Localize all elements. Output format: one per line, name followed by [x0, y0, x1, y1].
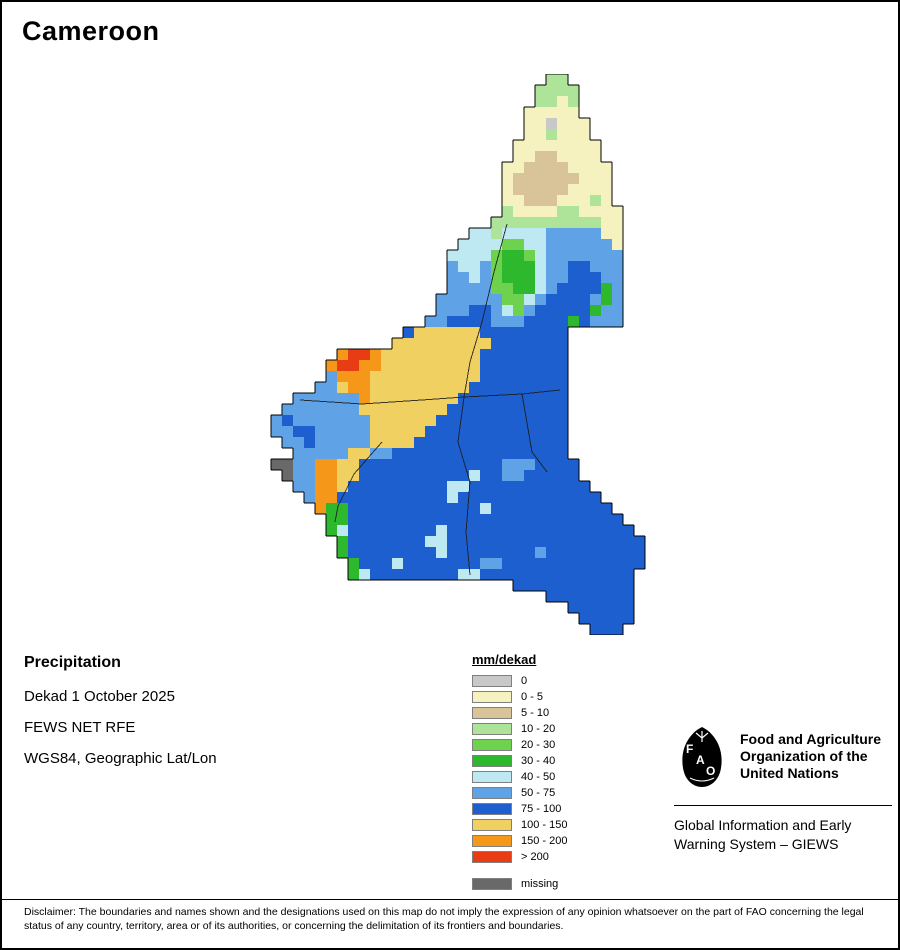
fao-org-name: Food and Agriculture Organization of the…: [740, 731, 882, 781]
legend-swatch: [472, 787, 512, 799]
legend-label: 30 - 40: [521, 755, 556, 767]
legend-label: 20 - 30: [521, 739, 556, 751]
legend-item: 0: [472, 673, 567, 689]
legend-label: 75 - 100: [521, 803, 562, 815]
legend-label: 100 - 150: [521, 819, 568, 831]
projection-label: WGS84, Geographic Lat/Lon: [24, 750, 217, 767]
legend: mm/dekad 0 0 - 5 5 - 10 10 - 20 20 - 30 30 - …: [472, 652, 567, 892]
svg-text:F: F: [686, 742, 693, 756]
legend-item: 75 - 100: [472, 801, 567, 817]
legend-item: 5 - 10: [472, 705, 567, 721]
legend-swatch: [472, 819, 512, 831]
legend-swatch: [472, 835, 512, 847]
legend-missing: missing: [472, 876, 567, 892]
precipitation-map: [270, 74, 646, 635]
legend-label: 10 - 20: [521, 723, 556, 735]
legend-swatch: [472, 755, 512, 767]
legend-item: 100 - 150: [472, 817, 567, 833]
legend-item: 20 - 30: [472, 737, 567, 753]
giews-label: Global Information and Early Warning Sys…: [674, 817, 852, 852]
legend-title: mm/dekad: [472, 652, 537, 667]
legend-item: 30 - 40: [472, 753, 567, 769]
legend-items: 0 0 - 5 5 - 10 10 - 20 20 - 30 30 - 40 40 - 50…: [472, 673, 567, 865]
dekad-label: Dekad 1 October 2025: [24, 688, 175, 705]
legend-item: 10 - 20: [472, 721, 567, 737]
disclaimer: Disclaimer: The boundaries and names sho…: [24, 906, 864, 932]
legend-swatch: [472, 803, 512, 815]
legend-swatch: [472, 771, 512, 783]
legend-swatch: [472, 878, 512, 890]
legend-label: 50 - 75: [521, 787, 556, 799]
source-label: FEWS NET RFE: [24, 719, 136, 736]
legend-item: 0 - 5: [472, 689, 567, 705]
legend-swatch: [472, 739, 512, 751]
legend-label: 0 - 5: [521, 691, 544, 703]
legend-swatch: [472, 691, 512, 703]
legend-swatch: [472, 851, 512, 863]
legend-swatch: [472, 723, 512, 735]
legend-swatch: [472, 707, 512, 719]
legend-label: missing: [521, 878, 559, 890]
fao-divider: [674, 805, 892, 806]
legend-item: 40 - 50: [472, 769, 567, 785]
legend-swatch: [472, 675, 512, 687]
legend-label: 0: [521, 675, 528, 687]
svg-text:A: A: [696, 753, 705, 767]
info-block: Precipitation Dekad 1 October 2025 FEWS …: [24, 654, 217, 781]
fao-logo: F A O: [674, 726, 730, 793]
legend-item: > 200: [472, 849, 567, 865]
page-title: Cameroon: [22, 16, 160, 46]
legend-label: 150 - 200: [521, 835, 568, 847]
layer-label: Precipitation: [24, 654, 121, 671]
legend-label: 40 - 50: [521, 771, 556, 783]
svg-text:O: O: [706, 764, 715, 778]
legend-label: 5 - 10: [521, 707, 550, 719]
footer-divider: [2, 899, 898, 900]
legend-item: 50 - 75: [472, 785, 567, 801]
legend-label: > 200: [521, 851, 549, 863]
fao-block: F A O Food and Agriculture Organization …: [674, 726, 892, 854]
legend-item: 150 - 200: [472, 833, 567, 849]
